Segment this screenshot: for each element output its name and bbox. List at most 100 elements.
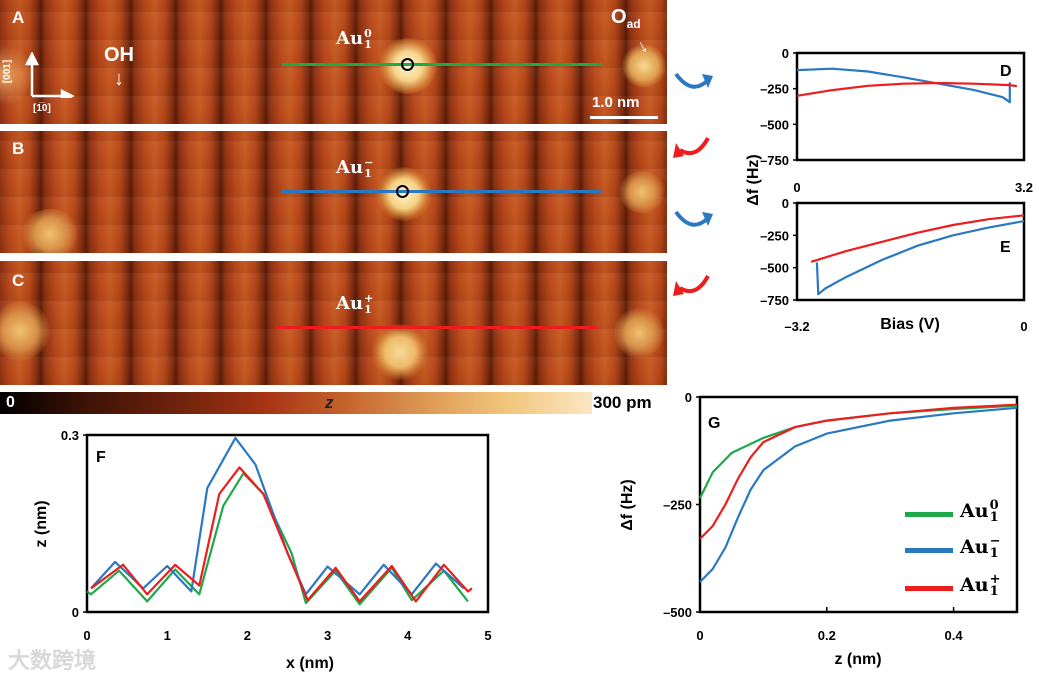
y-tick-label: 0.3 (61, 428, 79, 443)
species-label-b: Au −1 (336, 157, 373, 179)
red-curved-arrow-head (673, 281, 684, 296)
panel-letter-b: B (12, 139, 25, 158)
blue-curved-arrow-head (702, 212, 713, 226)
x-tick-label: –3.2 (784, 319, 809, 334)
profile-line-a (282, 63, 602, 66)
y-tick-label: –250 (663, 498, 692, 513)
species-base: Au (336, 293, 364, 314)
blue-curved-arrow-icon (674, 72, 710, 89)
colorbar-max-label: 300 pm (593, 393, 652, 412)
x-tick-label: 0.2 (818, 628, 836, 643)
legend-sup: 0 (989, 498, 999, 513)
x-tick-label: 0 (793, 180, 800, 195)
y-axis-label-f: z (nm) (33, 500, 50, 547)
species-base: Au (336, 28, 364, 49)
colorbar-min-label: 0 (6, 394, 15, 411)
legend-label: Au −1 (960, 535, 1000, 561)
direction-arrows-icon (24, 52, 74, 98)
series-line-e-0 (810, 214, 1025, 263)
legend-label: Au +1 (960, 572, 1001, 599)
x-tick-label: 4 (404, 628, 412, 643)
oh-label: OH (104, 44, 134, 66)
bright-spot (0, 301, 50, 361)
panel-letter-d: D (1000, 63, 1012, 80)
watermark: 大数跨境 (8, 648, 97, 673)
panel-letter-e: E (1000, 239, 1011, 256)
panel-letter-g: G (708, 415, 720, 432)
panel-letter-a: A (12, 8, 25, 27)
y-tick-label: –500 (663, 605, 692, 620)
legend-sup: + (989, 572, 1001, 587)
dir-horizontal-label: [1̅0] (33, 103, 51, 114)
series-line-d-1 (796, 81, 1018, 97)
species-sub: 1 (364, 167, 372, 180)
series-line-f-2 (90, 466, 473, 603)
x-tick-label: 3 (324, 628, 331, 643)
legend-label: Au 0 1 (960, 498, 999, 524)
species-sub: 1 (364, 38, 372, 51)
height-colorbar: 0 z (0, 392, 592, 414)
oh-arrow-icon: ↓ (114, 68, 124, 90)
red-curved-arrow-head (673, 143, 684, 158)
oad-base: O (611, 6, 627, 28)
shared-y-axis-label-de: Δf (Hz) (745, 154, 762, 205)
species-label-c: Au +1 (336, 293, 373, 315)
y-tick-label: –250 (760, 82, 789, 97)
species-label-a: Au 0 1 (336, 28, 372, 50)
red-curved-arrow-icon (678, 136, 710, 155)
legend-base: Au (960, 536, 989, 558)
x-tick-label: 0.4 (945, 628, 964, 643)
legend-swatch (905, 512, 953, 517)
legend-swatch (905, 548, 953, 553)
x-axis-label-e: Bias (V) (880, 316, 940, 333)
y-tick-label: –500 (760, 261, 789, 276)
legend-sub: 1 (989, 584, 999, 599)
au-adatom-spot (372, 323, 428, 381)
y-tick-label: 0 (72, 605, 79, 620)
x-tick-label: 0 (1020, 319, 1027, 334)
bright-spot (618, 171, 666, 213)
stm-panel-c: C Au +1 (0, 261, 667, 385)
profile-center-marker (396, 185, 409, 198)
series-line-f-1 (90, 436, 465, 596)
x-tick-label: 0 (83, 628, 90, 643)
y-axis-label-g: Δf (Hz) (619, 479, 636, 530)
lattice-rows (0, 261, 667, 385)
x-tick-label: 2 (244, 628, 251, 643)
series-line-g-1 (699, 406, 1018, 583)
species-sup: + (364, 292, 374, 305)
oad-spot (622, 44, 666, 88)
oad-label: Oad (611, 6, 641, 31)
x-tick-label: 0 (696, 628, 703, 643)
series-line-g-2 (699, 403, 1018, 540)
colorbar-var-label: z (325, 393, 334, 412)
y-tick-label: –500 (760, 117, 789, 132)
species-sup: − (364, 156, 374, 169)
scale-bar (590, 116, 658, 119)
x-axis-label-g: z (nm) (834, 651, 881, 668)
lattice-rows (0, 0, 667, 124)
species-sub: 1 (364, 303, 372, 316)
oad-sub: ad (626, 17, 641, 31)
blue-curved-arrow-head (702, 74, 713, 88)
red-curved-arrow-icon (678, 274, 710, 293)
y-tick-label: 0 (685, 390, 692, 405)
scale-bar-label: 1.0 nm (592, 94, 640, 111)
x-tick-label: 5 (484, 628, 491, 643)
plot-frame-d (795, 51, 1026, 162)
series-line-e-1 (815, 220, 1025, 296)
species-sup: 0 (364, 27, 372, 40)
bright-spot (20, 209, 80, 253)
legend-swatch (905, 586, 953, 591)
y-tick-label: 0 (782, 46, 789, 61)
blue-curved-arrow-icon (674, 210, 710, 227)
legend-sub: 1 (989, 546, 999, 561)
x-tick-label: 3.2 (1015, 180, 1033, 195)
stm-panel-b: B Au −1 (0, 131, 667, 253)
y-tick-label: –250 (760, 228, 789, 243)
profile-center-marker (401, 58, 414, 71)
x-axis-label-f: x (nm) (286, 655, 334, 672)
legend-base: Au (960, 500, 989, 522)
transition-arrows (673, 72, 713, 296)
bright-spot (614, 307, 664, 359)
